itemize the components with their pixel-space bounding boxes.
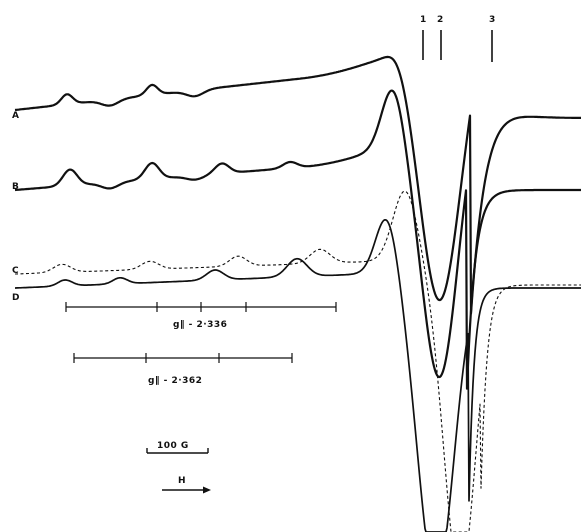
trace-d-line [15,218,581,532]
arrow-head-icon [203,486,211,494]
scale-bar: 100 G [146,441,209,454]
field-direction-label: H [178,476,186,486]
trace-a-line [14,55,581,315]
trace-b-line [14,89,581,390]
hyperfine-pattern-2: g∥ - 2·362 [73,353,293,386]
marker-1-label: 1 [420,15,426,25]
marker-2: 2 [437,15,443,60]
hyperfine-1-label: g∥ - 2·336 [173,320,227,330]
trace-label-d: D [12,293,19,303]
trace-label-a: A [12,111,19,121]
marker-1: 1 [420,15,426,60]
trace-c-line [15,190,581,532]
marker-2-label: 2 [437,15,443,25]
scale-bar-label: 100 G [157,441,189,451]
marker-3-label: 3 [489,15,495,25]
field-direction-arrow: H [162,476,211,494]
hyperfine-pattern-1: g∥ - 2·336 [65,302,337,330]
trace-label-b: B [12,182,19,192]
marker-3: 3 [489,15,495,62]
trace-label-c: C [12,266,19,276]
hyperfine-2-label: g∥ - 2·362 [148,376,202,386]
